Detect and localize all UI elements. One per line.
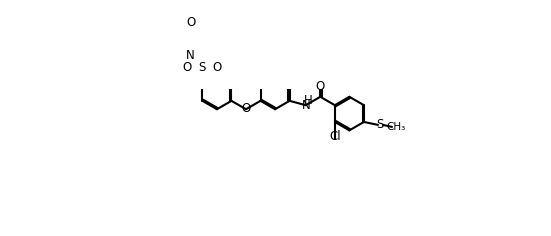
Text: Cl: Cl xyxy=(329,130,341,143)
Text: O: O xyxy=(183,61,192,74)
Text: N: N xyxy=(301,99,310,112)
Text: O: O xyxy=(241,102,251,115)
Text: CH₃: CH₃ xyxy=(386,122,406,132)
Text: O: O xyxy=(316,80,325,93)
Text: N: N xyxy=(186,49,195,62)
Text: O: O xyxy=(213,61,222,74)
Text: H: H xyxy=(304,94,312,107)
Text: S: S xyxy=(377,118,384,131)
Text: O: O xyxy=(186,16,195,29)
Text: S: S xyxy=(199,61,206,74)
